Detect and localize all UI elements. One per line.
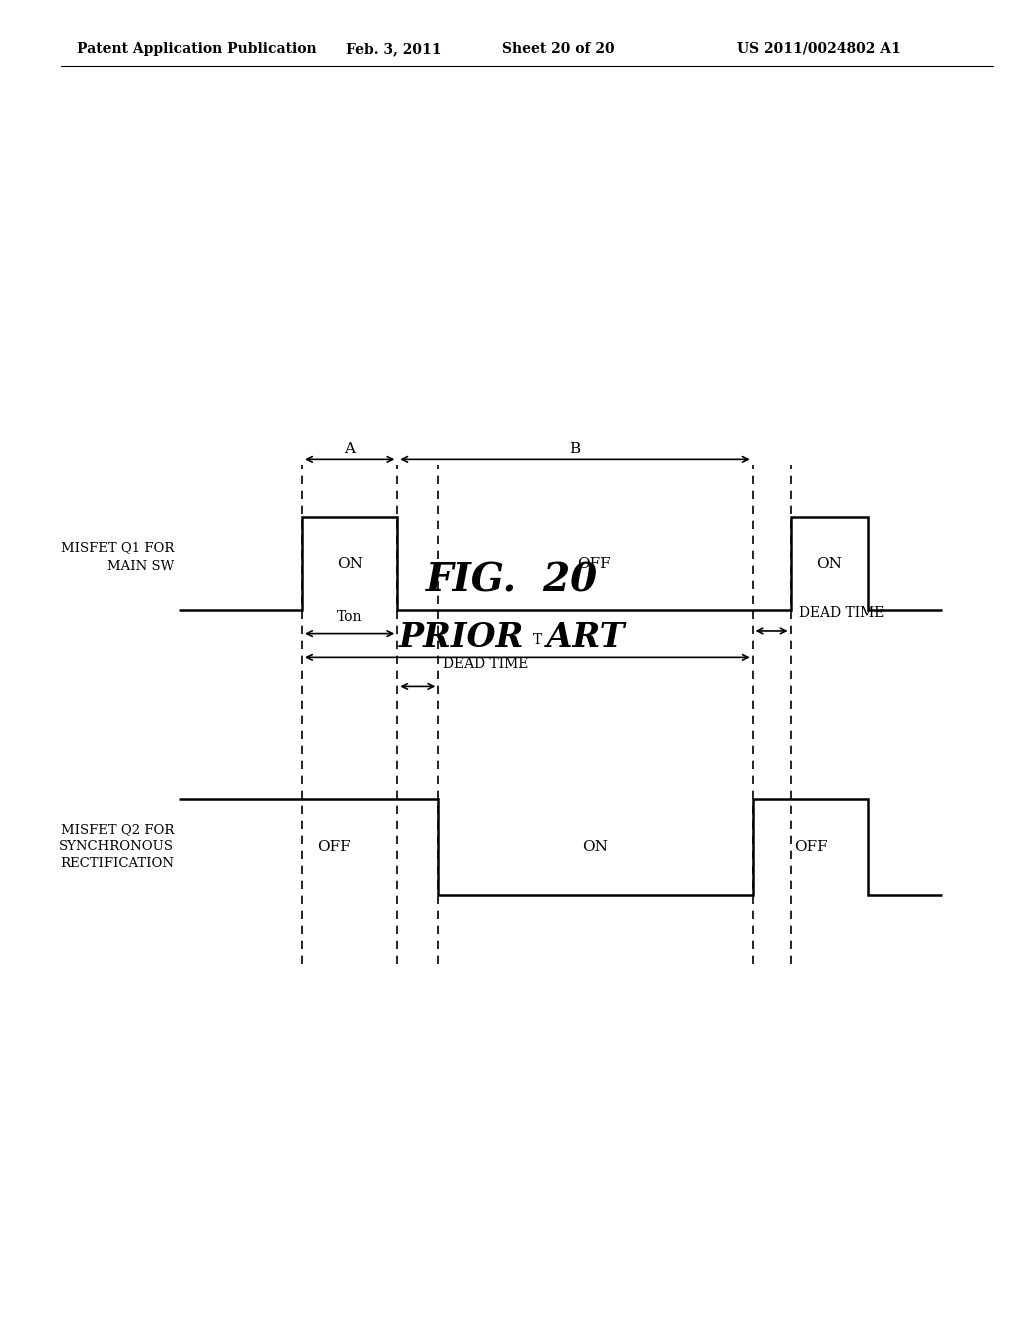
- Text: MISFET Q2 FOR
SYNCHRONOUS
RECTIFICATION: MISFET Q2 FOR SYNCHRONOUS RECTIFICATION: [59, 824, 174, 870]
- Text: DEAD TIME: DEAD TIME: [443, 656, 528, 671]
- Text: B: B: [569, 442, 581, 455]
- Text: ON: ON: [816, 557, 843, 570]
- Text: Ton: Ton: [337, 610, 362, 624]
- Text: OFF: OFF: [578, 557, 610, 570]
- Text: FIG.  20: FIG. 20: [426, 562, 598, 599]
- Text: Feb. 3, 2011: Feb. 3, 2011: [346, 42, 442, 55]
- Text: ON: ON: [583, 840, 608, 854]
- Text: T: T: [532, 632, 543, 647]
- Text: OFF: OFF: [794, 840, 827, 854]
- Text: A: A: [344, 442, 355, 455]
- Text: ON: ON: [337, 557, 362, 570]
- Text: US 2011/0024802 A1: US 2011/0024802 A1: [737, 42, 901, 55]
- Text: DEAD TIME: DEAD TIME: [799, 606, 884, 620]
- Text: Patent Application Publication: Patent Application Publication: [77, 42, 316, 55]
- Text: MISFET Q1 FOR
MAIN SW: MISFET Q1 FOR MAIN SW: [60, 541, 174, 573]
- Text: PRIOR  ART: PRIOR ART: [398, 620, 626, 653]
- Text: Sheet 20 of 20: Sheet 20 of 20: [502, 42, 614, 55]
- Text: OFF: OFF: [317, 840, 351, 854]
